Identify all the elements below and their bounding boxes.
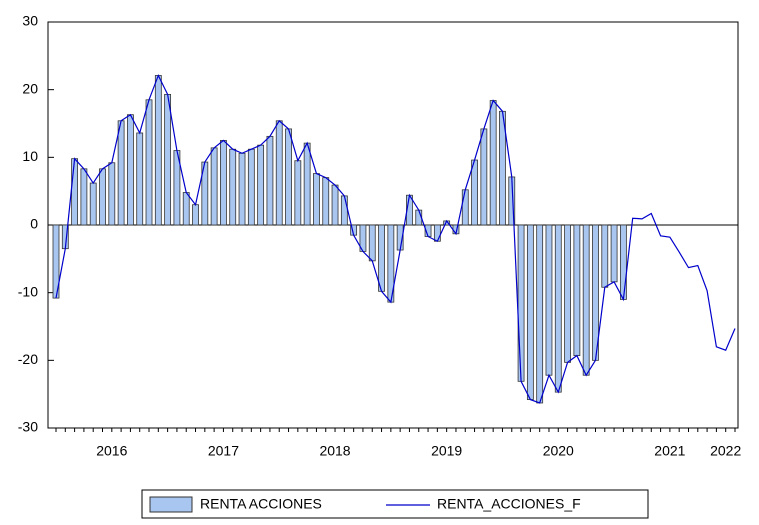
bar <box>182 192 190 226</box>
bar <box>238 152 246 226</box>
y-tick-label: 30 <box>22 13 38 29</box>
bar <box>536 224 544 404</box>
bar <box>117 120 125 226</box>
legend-label: RENTA_ACCIONES_F <box>437 496 581 512</box>
bar <box>108 162 116 226</box>
bar <box>573 224 581 356</box>
bar <box>145 99 153 226</box>
y-tick-label: -10 <box>18 283 38 299</box>
bar <box>322 177 330 226</box>
bar <box>517 224 525 382</box>
y-tick-label: -20 <box>18 351 38 367</box>
legend-frame <box>141 489 649 519</box>
bar <box>545 224 553 376</box>
x-tick-label: 2020 <box>543 443 574 459</box>
bar <box>313 173 320 226</box>
bar <box>154 75 162 226</box>
x-tick-label: 2022 <box>710 443 741 459</box>
y-tick-label: 10 <box>22 148 38 164</box>
bar <box>582 224 590 376</box>
x-tick-label: 2017 <box>208 443 239 459</box>
bar <box>275 120 283 226</box>
y-tick-label: 20 <box>22 80 38 96</box>
bar <box>294 160 302 226</box>
x-tick-label: 2018 <box>319 443 350 459</box>
bar <box>564 224 571 363</box>
bar <box>247 148 255 226</box>
bar <box>220 140 227 226</box>
line <box>55 73 736 404</box>
bar <box>229 148 237 226</box>
bar <box>619 224 627 300</box>
legend-swatch <box>149 496 193 513</box>
bar <box>526 224 534 400</box>
bar <box>164 94 172 226</box>
bar <box>210 147 218 226</box>
bar <box>99 168 106 226</box>
legend-label: RENTA ACCIONES <box>200 496 322 512</box>
bar <box>601 224 609 288</box>
bar <box>461 189 469 226</box>
bar <box>127 114 134 226</box>
x-tick-label: 2021 <box>654 443 685 459</box>
y-tick-label: -30 <box>18 419 38 435</box>
bar <box>471 159 478 226</box>
bar <box>378 224 385 292</box>
bar <box>80 168 88 226</box>
bar <box>340 195 348 226</box>
bar <box>433 224 441 242</box>
bar <box>89 182 97 226</box>
bar <box>480 128 488 226</box>
bar <box>368 224 376 262</box>
bar <box>554 224 562 393</box>
bar <box>303 142 311 226</box>
bar <box>136 132 144 226</box>
bar <box>71 158 79 226</box>
bar <box>266 135 274 226</box>
bar <box>610 224 618 283</box>
bar <box>331 184 339 226</box>
bar <box>489 100 497 226</box>
bar <box>52 224 60 299</box>
bar <box>257 144 265 226</box>
x-tick-label: 2016 <box>96 443 127 459</box>
bar <box>192 204 199 226</box>
y-tick-label: 0 <box>30 216 38 232</box>
x-tick-label: 2019 <box>431 443 462 459</box>
bar <box>285 128 292 226</box>
